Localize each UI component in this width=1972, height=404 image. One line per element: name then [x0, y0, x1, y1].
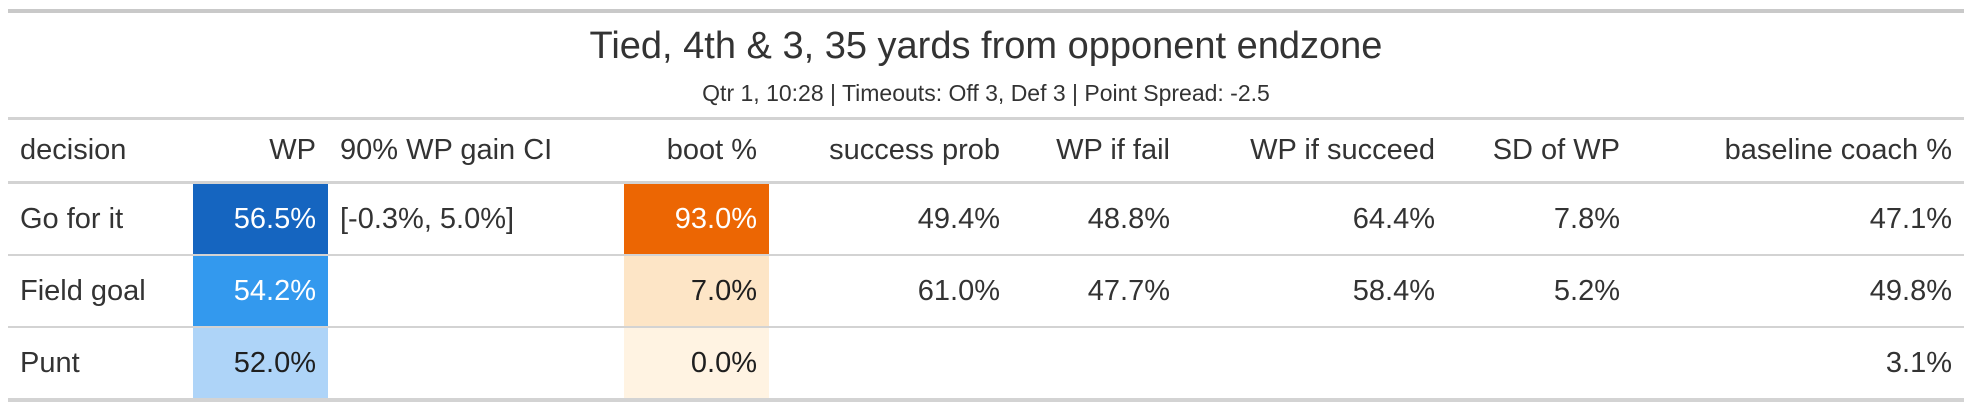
col-header-boot: boot % [624, 120, 769, 184]
decision-table: decision WP 90% WP gain CI boot % succes… [8, 120, 1964, 402]
cell-success-prob [769, 327, 1012, 402]
table-row: Field goal 54.2% 7.0% 61.0% 47.7% 58.4% … [8, 255, 1964, 328]
cell-wp: 54.2% [193, 255, 328, 328]
cell-sd-of-wp: 5.2% [1447, 255, 1632, 328]
cell-ci [328, 327, 624, 402]
col-header-ci: 90% WP gain CI [328, 120, 624, 184]
cell-sd-of-wp [1447, 327, 1632, 402]
cell-wp-if-fail: 48.8% [1012, 182, 1182, 256]
col-header-success-prob: success prob [769, 120, 1012, 184]
cell-decision: Field goal [8, 255, 193, 328]
cell-boot: 0.0% [624, 327, 769, 402]
cell-wp: 56.5% [193, 182, 328, 256]
table-row: Punt 52.0% 0.0% 3.1% [8, 327, 1964, 402]
cell-boot: 93.0% [624, 182, 769, 256]
col-header-sd-of-wp: SD of WP [1447, 120, 1632, 184]
cell-ci: [-0.3%, 5.0%] [328, 182, 624, 256]
cell-wp-if-fail: 47.7% [1012, 255, 1182, 328]
header-row: decision WP 90% WP gain CI boot % succes… [8, 120, 1964, 184]
cell-wp-if-succeed: 58.4% [1182, 255, 1447, 328]
col-header-baseline-coach: baseline coach % [1632, 120, 1964, 184]
col-header-decision: decision [8, 120, 193, 184]
table-subtitle: Qtr 1, 10:28 | Timeouts: Off 3, Def 3 | … [702, 80, 1270, 106]
cell-baseline-coach: 47.1% [1632, 182, 1964, 256]
cell-decision: Punt [8, 327, 193, 402]
cell-decision: Go for it [8, 182, 193, 256]
header-top-rule [8, 117, 1964, 120]
col-header-wp-if-succeed: WP if succeed [1182, 120, 1447, 184]
col-header-wp: WP [193, 120, 328, 184]
cell-sd-of-wp: 7.8% [1447, 182, 1632, 256]
top-rule [8, 9, 1964, 13]
cell-baseline-coach: 3.1% [1632, 327, 1964, 402]
cell-ci [328, 255, 624, 328]
cell-wp-if-succeed [1182, 327, 1447, 402]
cell-wp-if-succeed: 64.4% [1182, 182, 1447, 256]
table-row: Go for it 56.5% [-0.3%, 5.0%] 93.0% 49.4… [8, 182, 1964, 256]
cell-success-prob: 49.4% [769, 182, 1012, 256]
cell-wp-if-fail [1012, 327, 1182, 402]
table-title: Tied, 4th & 3, 35 yards from opponent en… [589, 25, 1383, 67]
cell-success-prob: 61.0% [769, 255, 1012, 328]
col-header-wp-if-fail: WP if fail [1012, 120, 1182, 184]
cell-wp: 52.0% [193, 327, 328, 402]
cell-baseline-coach: 49.8% [1632, 255, 1964, 328]
cell-boot: 7.0% [624, 255, 769, 328]
